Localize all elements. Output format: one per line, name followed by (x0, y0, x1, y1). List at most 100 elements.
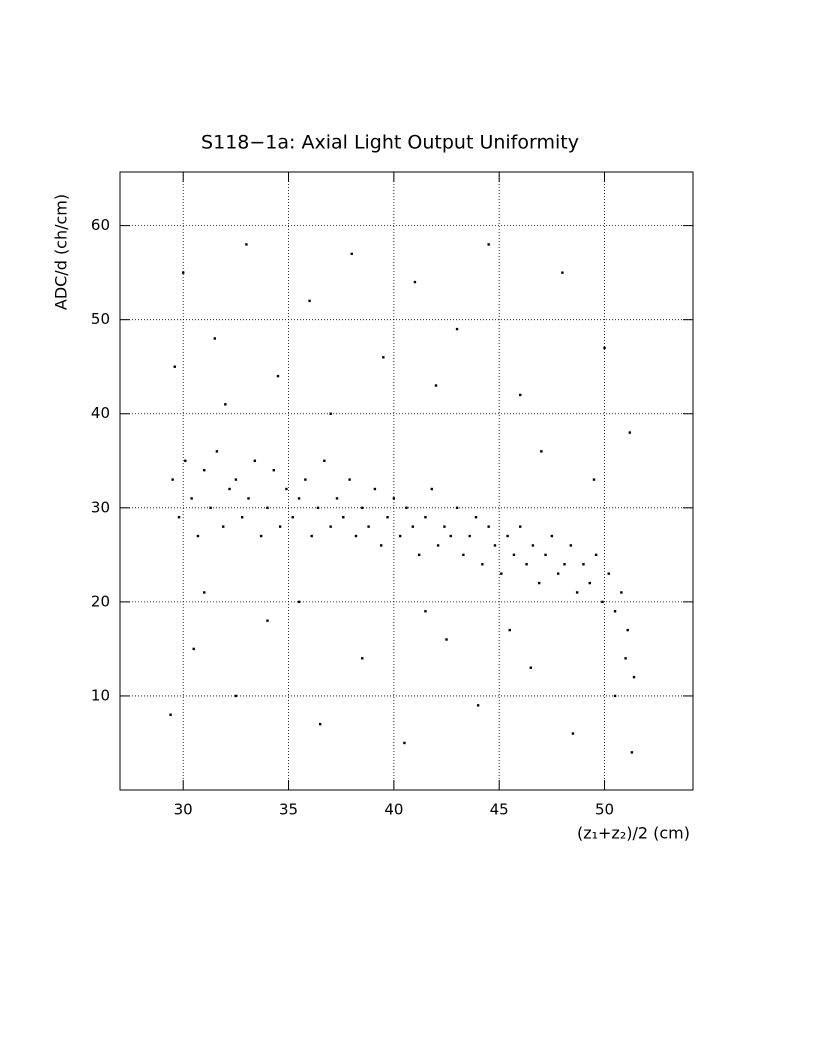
point (508, 628, 511, 632)
point (276, 374, 280, 378)
point (540, 450, 543, 453)
point (329, 412, 332, 415)
point (424, 610, 427, 613)
point (582, 563, 585, 566)
point (386, 516, 389, 519)
point (215, 450, 219, 453)
point (512, 553, 516, 557)
point (462, 553, 465, 557)
point (266, 506, 269, 510)
point (594, 553, 598, 557)
point (556, 572, 560, 575)
point (563, 563, 566, 566)
point (630, 751, 634, 754)
point (628, 431, 632, 434)
point (519, 525, 522, 528)
x-tick-label: 30 (174, 801, 193, 819)
x-tick-label: 50 (595, 801, 614, 819)
point (177, 516, 181, 519)
point (348, 478, 351, 481)
y-axis-label: ADC/d (ch/cm) (52, 194, 71, 310)
point (297, 600, 301, 604)
point (624, 657, 627, 660)
point (476, 704, 480, 707)
point (297, 497, 301, 500)
point (529, 666, 532, 669)
point (329, 525, 332, 528)
point (171, 478, 174, 481)
point (411, 525, 415, 528)
point (434, 384, 438, 387)
point (481, 563, 484, 566)
x-tick-label: 45 (490, 801, 509, 819)
point (500, 572, 503, 575)
point (278, 525, 282, 528)
point (361, 506, 364, 510)
point (318, 722, 322, 726)
point (342, 516, 345, 519)
point (443, 525, 446, 528)
point (190, 497, 193, 500)
point (449, 534, 452, 538)
point (266, 619, 269, 622)
point (247, 497, 250, 500)
point (234, 694, 238, 698)
point (181, 271, 185, 274)
point (424, 516, 427, 519)
point (493, 544, 497, 547)
y-tick-label: 20 (91, 592, 110, 610)
point (468, 534, 471, 538)
point (445, 638, 448, 641)
point (240, 516, 244, 519)
point (544, 553, 547, 557)
point (569, 544, 573, 547)
y-tick-label: 50 (91, 310, 110, 328)
y-tick-label: 60 (91, 216, 110, 234)
point (525, 563, 528, 566)
point (571, 732, 575, 735)
point (308, 299, 311, 303)
point (196, 534, 200, 538)
x-axis-label: (z₁+z₂)/2 (cm) (577, 824, 690, 843)
point (169, 713, 172, 716)
point (487, 243, 490, 246)
point (203, 468, 206, 472)
point (253, 459, 257, 462)
point (506, 534, 509, 538)
point (259, 534, 263, 538)
point (213, 337, 216, 340)
point (575, 591, 579, 594)
point (350, 252, 353, 256)
point (361, 657, 364, 660)
point (588, 581, 591, 585)
point (285, 487, 288, 491)
point (626, 628, 629, 632)
point (398, 534, 402, 538)
point (620, 591, 623, 594)
y-tick-label: 10 (91, 686, 110, 704)
point (228, 487, 231, 491)
point (373, 487, 377, 491)
plot-frame (119, 171, 694, 791)
point (519, 393, 522, 397)
point (291, 516, 294, 519)
point (436, 544, 440, 547)
y-tick-label: 30 (91, 498, 110, 516)
point (272, 468, 275, 472)
x-tick-label: 35 (279, 801, 298, 819)
point (413, 280, 417, 284)
point (603, 346, 606, 350)
point (613, 694, 617, 698)
point (304, 478, 307, 481)
chart-title: S118−1a: Axial Light Output Uniformity (201, 132, 579, 154)
point (209, 506, 212, 510)
point (224, 403, 227, 406)
point (382, 356, 385, 359)
point (234, 478, 238, 481)
point (455, 506, 459, 510)
point (474, 516, 478, 519)
point (430, 487, 433, 491)
point (367, 525, 370, 528)
